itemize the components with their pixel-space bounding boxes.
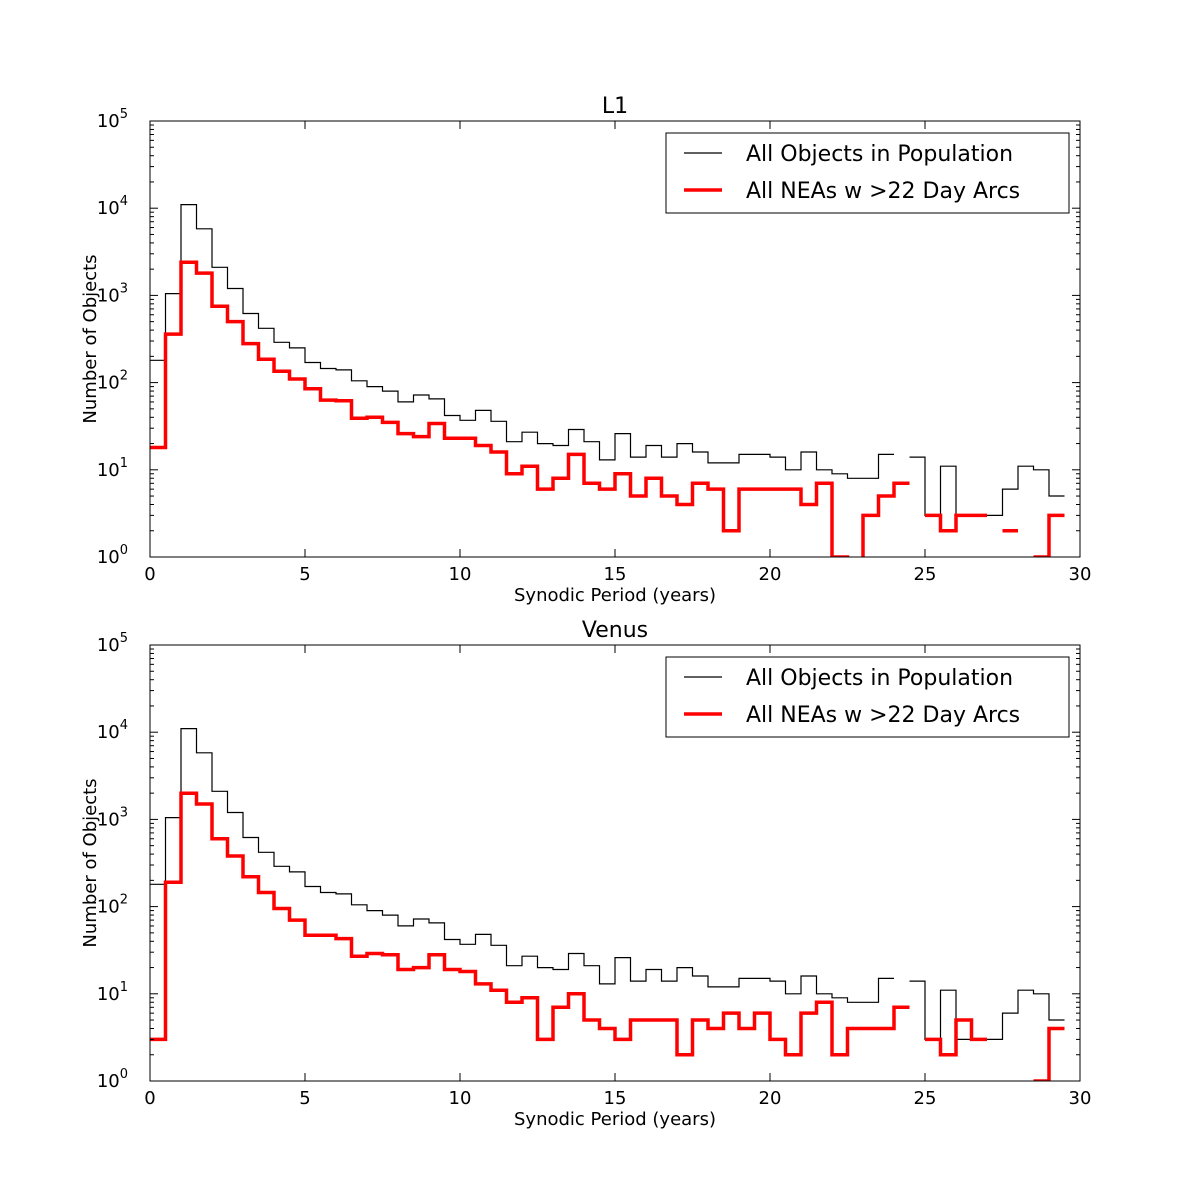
- chart-2-ytick-label: 101: [97, 980, 128, 1005]
- chart-1-legend-label-2: All NEAs w >22 Day Arcs: [746, 179, 1020, 204]
- chart-1-xtick-label: 15: [604, 564, 627, 585]
- chart-1-xtick-label: 20: [759, 564, 782, 585]
- chart-2-xtick-label: 25: [914, 1088, 937, 1109]
- chart-2-xtick-label: 15: [604, 1088, 627, 1109]
- chart-2-ytick-label: 102: [97, 893, 128, 918]
- chart-2: 0 5 10 15 20 25 30 100 101 102 103 104 105 Venus Synod…: [80, 618, 1091, 1130]
- chart-1: 0 5 10 15 20 25 30 100 101 102 103 104 105 L1 Synodic …: [80, 94, 1091, 606]
- chart-1-ytick-label: 102: [97, 369, 128, 394]
- chart-1-series-1-line: [150, 204, 1065, 516]
- chart-2-series-2-line: [150, 791, 1065, 1081]
- chart-2-ytick-label: 104: [97, 718, 128, 743]
- chart-1-xtick-label: 5: [299, 564, 310, 585]
- chart-1-xtick-label: 10: [449, 564, 472, 585]
- chart-1-ytick-label: 104: [97, 194, 128, 219]
- chart-1-ytick-label: 105: [97, 107, 128, 132]
- chart-2-xtick-label: 0: [144, 1088, 155, 1109]
- chart-1-xtick-label: 30: [1069, 564, 1092, 585]
- chart-1-legend-box: [665, 132, 1070, 214]
- chart-2-xtick-label: 20: [759, 1088, 782, 1109]
- chart-1-xtick-label: 0: [144, 564, 155, 585]
- chart-1-ytick-label: 103: [97, 281, 128, 306]
- chart-1-ytick-label: 100: [97, 543, 128, 568]
- chart-2-ytick-label: 105: [97, 631, 128, 656]
- chart-2-legend-label-2: All NEAs w >22 Day Arcs: [746, 703, 1020, 728]
- chart-2-legend-label-1: All Objects in Population: [746, 666, 1013, 691]
- chart-2-series-1-line: [150, 728, 1065, 1040]
- chart-1-title: L1: [602, 94, 628, 119]
- chart-2-ytick-label: 100: [97, 1067, 128, 1092]
- chart-2-xtick-label: 30: [1069, 1088, 1092, 1109]
- chart-2-xtick-label: 5: [299, 1088, 310, 1109]
- chart-2-title: Venus: [582, 618, 648, 643]
- chart-1-ylabel: Number of Objects: [80, 254, 101, 423]
- chart-1-xlabel: Synodic Period (years): [514, 585, 716, 606]
- chart-2-ytick-label: 103: [97, 805, 128, 830]
- chart-2-xtick-label: 10: [449, 1088, 472, 1109]
- chart-2-xlabel: Synodic Period (years): [514, 1109, 716, 1130]
- chart-1-series-2-line: [150, 260, 1065, 557]
- chart-1-xtick-label: 25: [914, 564, 937, 585]
- chart-2-ylabel: Number of Objects: [80, 778, 101, 947]
- chart-1-legend-label-1: All Objects in Population: [746, 142, 1013, 167]
- chart-1-ytick-label: 101: [97, 456, 128, 481]
- chart-2-legend-box: [665, 656, 1070, 738]
